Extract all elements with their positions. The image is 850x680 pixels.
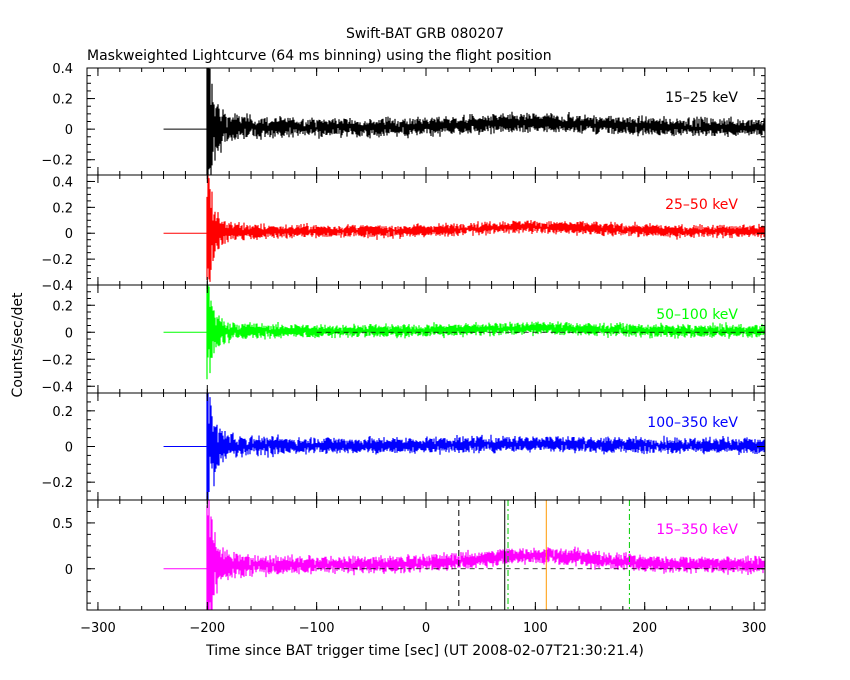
y-tick-label: 0 xyxy=(65,123,73,138)
y-tick-label: −0.2 xyxy=(41,476,73,491)
series-line xyxy=(206,175,765,282)
x-tick-label: 0 xyxy=(422,621,430,636)
y-tick-label: 0.4 xyxy=(52,175,73,190)
y-tick-label: 0 xyxy=(65,563,73,578)
series-trace xyxy=(206,500,765,610)
y-tick-label: 0.2 xyxy=(52,405,73,420)
y-tick-label: −0.2 xyxy=(41,154,73,169)
panel-5: 0 0.5 15–350 keV xyxy=(52,499,766,611)
chart-title: Swift-BAT GRB 080207 xyxy=(346,26,504,42)
band-label: 15–25 keV xyxy=(665,90,738,106)
x-tick-label: 200 xyxy=(632,621,657,636)
y-tick-label: −0.4 xyxy=(41,279,73,294)
x-tick-label: 100 xyxy=(523,621,548,636)
series-trace xyxy=(206,175,765,282)
y-tick-label: 0 xyxy=(65,227,73,242)
band-label: 50–100 keV xyxy=(656,307,738,323)
series-trace xyxy=(206,285,765,380)
x-tick-label: 300 xyxy=(742,621,767,636)
y-tick-label: 0.4 xyxy=(52,62,73,77)
band-label: 100–350 keV xyxy=(647,415,738,431)
series-trace xyxy=(206,68,765,175)
x-tick-label: −200 xyxy=(189,621,225,636)
series-line xyxy=(206,285,765,380)
x-tick-label: −300 xyxy=(80,621,116,636)
y-tick-label: −0.2 xyxy=(41,353,73,368)
chart-subtitle: Maskweighted Lightcurve (64 ms binning) … xyxy=(87,48,552,64)
band-label: 25–50 keV xyxy=(665,197,738,213)
series-trace xyxy=(206,393,765,500)
y-tick-label: 0.5 xyxy=(52,517,73,532)
y-tick-label: 0.2 xyxy=(52,299,73,314)
x-tick-label: −100 xyxy=(299,621,335,636)
y-axis-label: Counts/sec/det xyxy=(10,292,26,397)
y-tick-label: 0 xyxy=(65,326,73,341)
band-label: 15–350 keV xyxy=(656,522,738,538)
series-line xyxy=(206,393,765,500)
y-tick-label: 0.2 xyxy=(52,201,73,216)
y-tick-label: 0.2 xyxy=(52,93,73,108)
y-tick-label: 0 xyxy=(65,441,73,456)
panel-4: −0.2 0 0.2 100–350 keV xyxy=(41,392,766,501)
series-line xyxy=(206,500,765,610)
series-line xyxy=(206,68,765,175)
x-axis-label: Time since BAT trigger time [sec] (UT 20… xyxy=(205,643,644,659)
panel-1: −0.2 0 0.2 0.4 15–25 keV xyxy=(41,62,766,176)
y-tick-label: −0.4 xyxy=(41,380,73,395)
y-tick-label: −0.2 xyxy=(41,253,73,268)
